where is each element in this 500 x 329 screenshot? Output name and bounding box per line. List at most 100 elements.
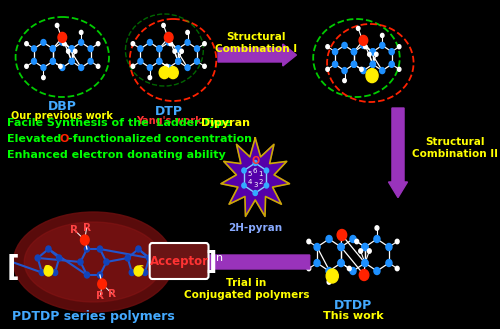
Circle shape bbox=[326, 269, 338, 283]
Circle shape bbox=[380, 34, 384, 38]
Text: O: O bbox=[60, 134, 69, 144]
Circle shape bbox=[131, 42, 134, 46]
Circle shape bbox=[69, 59, 74, 64]
Text: This work: This work bbox=[322, 311, 384, 321]
Circle shape bbox=[368, 52, 371, 56]
Circle shape bbox=[352, 61, 356, 67]
Circle shape bbox=[242, 183, 246, 188]
Circle shape bbox=[50, 46, 56, 52]
Text: S: S bbox=[44, 266, 50, 274]
Circle shape bbox=[362, 260, 368, 266]
Circle shape bbox=[176, 59, 180, 64]
Circle shape bbox=[398, 45, 401, 49]
Circle shape bbox=[134, 266, 143, 276]
Circle shape bbox=[374, 52, 378, 56]
Circle shape bbox=[58, 32, 66, 42]
Circle shape bbox=[176, 46, 180, 52]
Circle shape bbox=[314, 243, 320, 250]
Circle shape bbox=[338, 243, 344, 250]
Circle shape bbox=[25, 42, 28, 46]
Circle shape bbox=[396, 239, 399, 244]
Circle shape bbox=[148, 39, 152, 45]
Circle shape bbox=[180, 49, 184, 53]
Text: DTDP: DTDP bbox=[334, 299, 372, 312]
Circle shape bbox=[350, 236, 356, 242]
Circle shape bbox=[360, 269, 369, 281]
Text: [: [ bbox=[6, 254, 20, 282]
Text: 1: 1 bbox=[258, 171, 262, 178]
Circle shape bbox=[386, 243, 392, 250]
Circle shape bbox=[136, 246, 141, 252]
Circle shape bbox=[332, 49, 338, 55]
Text: 2H-pyran: 2H-pyran bbox=[228, 223, 282, 233]
Text: DTP: DTP bbox=[154, 105, 182, 118]
Circle shape bbox=[389, 49, 394, 55]
Circle shape bbox=[366, 69, 378, 83]
Circle shape bbox=[166, 65, 171, 70]
Circle shape bbox=[350, 267, 356, 274]
Circle shape bbox=[398, 67, 401, 71]
Circle shape bbox=[104, 259, 109, 265]
Circle shape bbox=[332, 61, 338, 67]
Polygon shape bbox=[221, 138, 290, 216]
Circle shape bbox=[380, 42, 385, 48]
Circle shape bbox=[66, 49, 70, 53]
Circle shape bbox=[169, 42, 172, 46]
Circle shape bbox=[96, 64, 100, 68]
Text: DBP: DBP bbox=[48, 100, 76, 113]
Circle shape bbox=[173, 49, 176, 53]
Circle shape bbox=[39, 269, 44, 275]
Text: Facile Synthesis of the  Ladder-Type: Facile Synthesis of the Ladder-Type bbox=[7, 118, 235, 128]
Circle shape bbox=[138, 46, 143, 52]
Circle shape bbox=[25, 64, 28, 68]
Text: R: R bbox=[108, 289, 116, 299]
Circle shape bbox=[327, 280, 331, 284]
Circle shape bbox=[44, 266, 53, 276]
Text: ]: ] bbox=[206, 250, 217, 274]
Circle shape bbox=[98, 272, 102, 278]
Circle shape bbox=[148, 65, 152, 70]
Circle shape bbox=[60, 65, 65, 70]
Circle shape bbox=[343, 79, 346, 83]
Circle shape bbox=[337, 230, 346, 240]
Circle shape bbox=[46, 246, 51, 252]
Text: O: O bbox=[251, 156, 260, 166]
Text: -functionalized concentration: -functionalized concentration bbox=[68, 134, 252, 144]
Text: Structural
Combination II: Structural Combination II bbox=[412, 137, 498, 159]
Circle shape bbox=[88, 59, 93, 64]
Circle shape bbox=[338, 260, 344, 266]
Text: Elevated: Elevated bbox=[7, 134, 65, 144]
Circle shape bbox=[370, 49, 376, 55]
Circle shape bbox=[176, 59, 180, 64]
Circle shape bbox=[374, 236, 380, 242]
Circle shape bbox=[359, 249, 362, 253]
Circle shape bbox=[361, 42, 366, 48]
Text: 5: 5 bbox=[248, 171, 252, 178]
Text: 6: 6 bbox=[253, 168, 258, 174]
Circle shape bbox=[380, 67, 385, 74]
Circle shape bbox=[338, 260, 344, 266]
Circle shape bbox=[56, 23, 59, 27]
Text: R: R bbox=[96, 291, 104, 301]
Circle shape bbox=[78, 39, 84, 45]
Text: Structural
Combination I: Structural Combination I bbox=[215, 32, 297, 54]
Circle shape bbox=[370, 49, 376, 55]
Circle shape bbox=[146, 255, 152, 261]
Circle shape bbox=[396, 266, 399, 271]
Circle shape bbox=[78, 65, 84, 70]
Circle shape bbox=[138, 59, 143, 64]
Text: Enhanced electron donating ability: Enhanced electron donating ability bbox=[7, 150, 226, 160]
Circle shape bbox=[362, 260, 368, 266]
Circle shape bbox=[166, 39, 171, 45]
Circle shape bbox=[253, 161, 258, 165]
Circle shape bbox=[50, 59, 56, 64]
Circle shape bbox=[307, 266, 310, 271]
Circle shape bbox=[35, 255, 40, 261]
Circle shape bbox=[352, 61, 356, 67]
Text: 2: 2 bbox=[258, 179, 262, 185]
Text: Yang's work: Yang's work bbox=[136, 116, 202, 126]
Text: n: n bbox=[216, 253, 224, 263]
Ellipse shape bbox=[14, 212, 173, 312]
Circle shape bbox=[157, 59, 162, 64]
Circle shape bbox=[80, 30, 83, 35]
